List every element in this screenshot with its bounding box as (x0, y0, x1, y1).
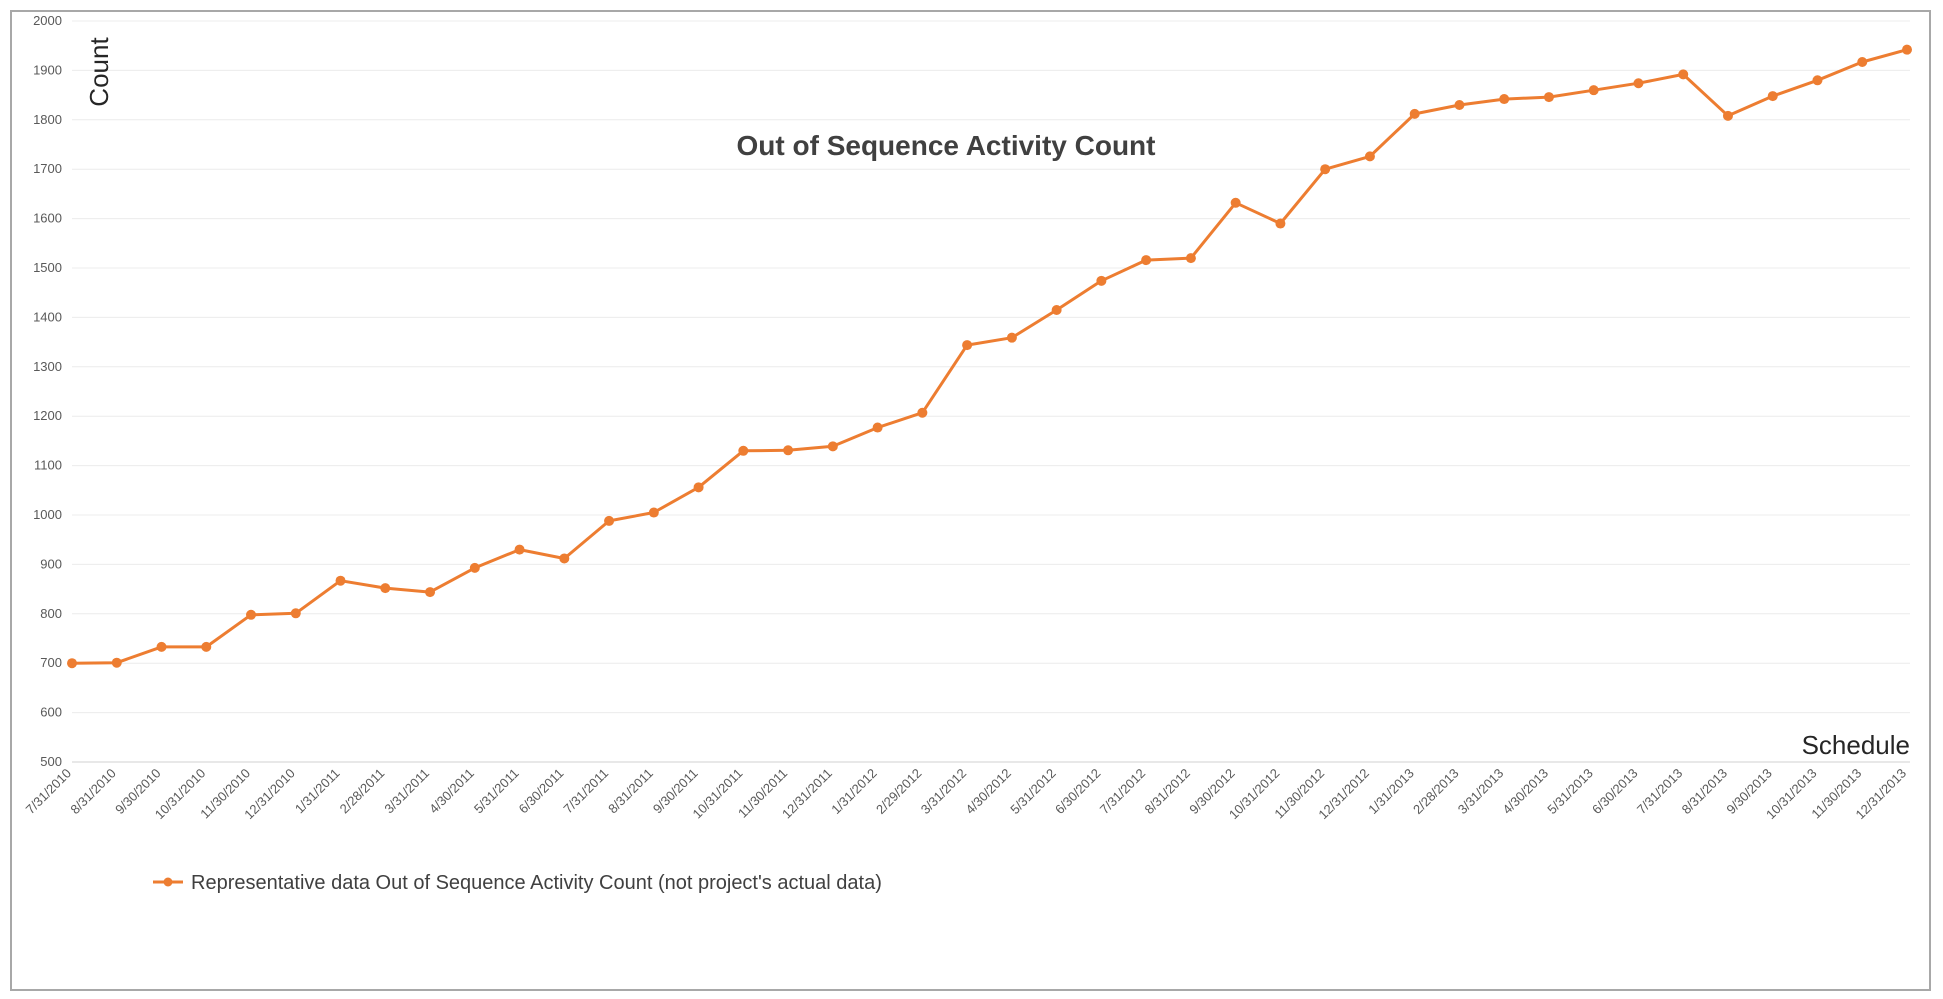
data-point (1543, 92, 1554, 103)
data-point (917, 407, 928, 418)
data-point (962, 340, 973, 351)
y-tick-label: 1300 (33, 359, 62, 374)
x-tick-label: 5/31/2012 (1007, 766, 1059, 818)
data-point (1454, 99, 1465, 110)
x-tick-label: 5/31/2013 (1544, 766, 1596, 818)
data-point (1722, 110, 1733, 121)
data-point (1006, 332, 1017, 343)
x-tick-label: 6/30/2011 (516, 766, 567, 817)
data-point (1857, 57, 1868, 68)
data-point (604, 515, 615, 526)
y-tick-label: 1200 (33, 408, 62, 423)
data-point (1409, 108, 1420, 119)
data-point (1499, 94, 1510, 105)
legend-marker (163, 877, 173, 887)
x-tick-label: 8/31/2010 (67, 766, 119, 818)
y-tick-label: 1000 (33, 507, 62, 522)
series-line (71, 48, 1908, 665)
y-tick-label: 1600 (33, 211, 62, 226)
x-axis-ticks: 7/31/20108/31/20109/30/201010/31/201011/… (23, 766, 1910, 823)
y-tick-label: 1700 (33, 161, 62, 176)
x-tick-label: 3/31/2013 (1455, 766, 1507, 818)
y-tick-label: 800 (40, 606, 62, 621)
y-tick-label: 600 (40, 705, 62, 720)
y-tick-label: 2000 (33, 13, 62, 28)
data-point (469, 562, 480, 573)
legend: Representative data Out of Sequence Acti… (153, 872, 882, 894)
data-point (1588, 85, 1599, 96)
data-point (67, 658, 77, 669)
y-axis-label: Count (84, 37, 114, 107)
data-point (156, 641, 167, 652)
y-axis-ticks: 500 600 700 800 900 1000 1100 1200 1300 1400 1500 1… (33, 13, 62, 769)
x-tick-label: 2/29/2012 (873, 766, 925, 818)
chart-frame (10, 10, 1931, 991)
x-tick-label: 6/30/2012 (1052, 766, 1104, 818)
y-tick-label: 1400 (33, 309, 62, 324)
data-point (648, 507, 659, 518)
data-point (827, 441, 838, 452)
x-tick-label: 8/31/2012 (1142, 766, 1194, 818)
x-tick-label: 8/31/2013 (1679, 766, 1731, 818)
data-point (514, 544, 525, 555)
data-point (693, 482, 704, 493)
x-tick-label: 4/30/2011 (426, 766, 477, 817)
x-tick-label: 3/31/2012 (918, 766, 970, 818)
data-point (738, 445, 749, 456)
data-point (335, 575, 346, 586)
data-point (1902, 44, 1912, 55)
x-tick-label: 1/31/2011 (292, 766, 343, 817)
y-tick-label: 1800 (33, 112, 62, 127)
data-points (67, 44, 1912, 669)
x-tick-label: 2/28/2013 (1410, 766, 1462, 818)
y-tick-label: 700 (40, 655, 62, 670)
x-tick-label: 5/31/2011 (471, 766, 522, 817)
x-tick-label: 1/31/2012 (828, 766, 880, 818)
x-tick-label: 8/31/2011 (605, 766, 656, 817)
data-point (290, 608, 301, 619)
data-point (1812, 75, 1823, 86)
data-point (1230, 197, 1241, 208)
data-point (1141, 255, 1152, 266)
legend-label: Representative data Out of Sequence Acti… (191, 872, 882, 894)
data-point (1051, 304, 1062, 315)
x-axis-label: Schedule (1802, 730, 1910, 760)
y-tick-label: 900 (40, 556, 62, 571)
x-tick-label: 7/31/2012 (1097, 766, 1149, 818)
x-tick-label: 3/31/2011 (381, 766, 432, 817)
data-point (201, 641, 212, 652)
data-point (380, 583, 391, 594)
data-point (425, 587, 436, 598)
data-point (1678, 69, 1689, 80)
data-point (1364, 151, 1375, 162)
data-point (1767, 91, 1778, 102)
data-point (111, 657, 122, 668)
gridlines (72, 20, 1910, 763)
y-tick-label: 500 (40, 754, 62, 769)
x-tick-label: 7/31/2013 (1634, 766, 1686, 818)
data-point (1096, 275, 1107, 286)
data-point (246, 609, 257, 620)
x-tick-label: 4/30/2013 (1500, 766, 1552, 818)
x-tick-label: 2/28/2011 (337, 766, 388, 817)
data-point (1633, 78, 1644, 89)
data-point (872, 422, 883, 433)
x-tick-label: 1/31/2013 (1365, 766, 1417, 818)
data-point (1320, 164, 1331, 175)
y-tick-label: 1100 (34, 458, 62, 473)
data-point (783, 445, 794, 456)
x-tick-label: 6/30/2013 (1589, 766, 1641, 818)
chart-title: Out of Sequence Activity Count (737, 130, 1156, 161)
x-tick-label: 4/30/2012 (962, 766, 1014, 818)
x-tick-label: 7/31/2010 (23, 766, 75, 818)
data-point (559, 553, 570, 564)
data-point (1275, 218, 1286, 229)
y-tick-label: 1900 (33, 62, 62, 77)
x-tick-label: 7/31/2011 (560, 766, 611, 817)
data-point (1185, 253, 1196, 264)
y-tick-label: 1500 (33, 260, 62, 275)
